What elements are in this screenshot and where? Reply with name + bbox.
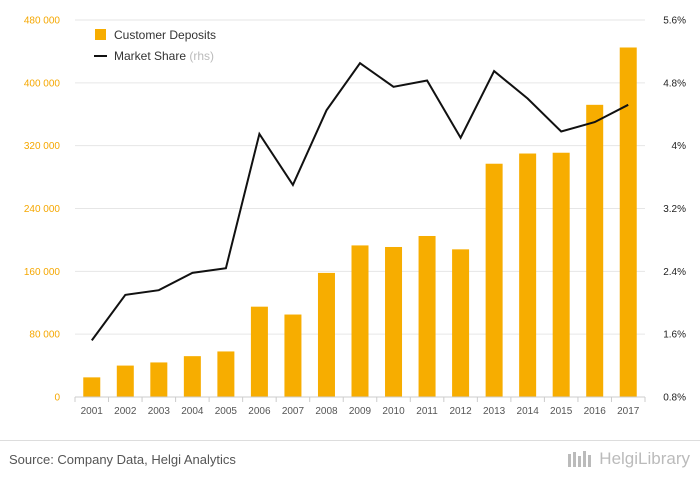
bar (552, 152, 570, 397)
y-right-tick-label: 4% (672, 141, 687, 152)
y-left-tick-label: 0 (54, 393, 60, 404)
x-tick-label: 2006 (248, 406, 271, 417)
x-tick-label: 2001 (81, 406, 104, 417)
bar (485, 163, 503, 397)
y-right-tick-label: 0.8% (663, 393, 686, 404)
y-right-tick-label: 2.4% (663, 267, 686, 278)
brand-logo: HelgiLibrary (567, 449, 690, 469)
y-left-tick-label: 240 000 (24, 204, 61, 215)
y-right-tick-label: 1.6% (663, 330, 686, 341)
y-right-tick-label: 4.8% (663, 78, 686, 89)
x-tick-label: 2009 (349, 406, 372, 417)
bar (519, 153, 537, 397)
x-tick-label: 2003 (148, 406, 171, 417)
legend-label-market-share: Market Share (rhs) (114, 49, 214, 63)
x-tick-label: 2005 (215, 406, 238, 417)
bar-series-customer-deposits (83, 47, 637, 397)
x-tick-label: 2012 (449, 406, 472, 417)
x-tick-label: 2007 (282, 406, 305, 417)
bar (116, 365, 134, 397)
line-series-market-share (90, 61, 629, 341)
footer: Source: Company Data, Helgi Analytics He… (0, 440, 700, 483)
x-tick-label: 2013 (483, 406, 506, 417)
x-tick-label: 2016 (584, 406, 607, 417)
bar (250, 306, 268, 397)
bar (351, 245, 369, 397)
x-tick-label: 2004 (181, 406, 204, 417)
x-tick-label: 2008 (315, 406, 338, 417)
x-tick-label: 2015 (550, 406, 573, 417)
y-left-tick-label: 320 000 (24, 141, 61, 152)
market-share-line (90, 61, 629, 341)
bar (317, 272, 335, 397)
bar (150, 362, 168, 397)
y-left-tick-label: 160 000 (24, 267, 61, 278)
bar (284, 314, 302, 397)
x-tick-label: 2017 (617, 406, 640, 417)
y-axis-left: 0 80 000 160 000 240 000 320 000 400 000 480 0… (24, 16, 61, 404)
bar (83, 377, 101, 397)
bar (586, 104, 604, 397)
gridlines (75, 19, 645, 335)
library-icon (568, 451, 592, 467)
chart: 2001 2002 2003 2004 2005 2006 2007 2008 2009 2010… (24, 16, 686, 418)
bar (217, 351, 235, 397)
bar (418, 235, 436, 397)
bar (183, 356, 201, 397)
x-tick-label: 2002 (114, 406, 137, 417)
x-tick-label: 2011 (416, 406, 438, 417)
y-left-tick-label: 400 000 (24, 78, 61, 89)
y-left-tick-label: 480 000 (24, 16, 61, 27)
x-tick-label: 2010 (382, 406, 405, 417)
x-tick-label: 2014 (517, 406, 540, 417)
legend: Customer Deposits Market Share (rhs) (94, 28, 216, 63)
legend-swatch-customer-deposits (95, 29, 106, 40)
y-left-tick-label: 80 000 (29, 330, 60, 341)
y-axis-right: 0.8% 1.6% 2.4% 3.2% 4% 4.8% 5.6% (663, 16, 686, 404)
y-right-tick-label: 5.6% (663, 16, 686, 27)
bar (452, 249, 470, 397)
x-axis: 2001 2002 2003 2004 2005 2006 2007 2008 2009 2010… (74, 396, 646, 417)
bar (619, 47, 637, 397)
legend-label-customer-deposits: Customer Deposits (114, 28, 216, 42)
legend-rhs-note: (rhs) (189, 49, 214, 63)
brand-name: HelgiLibrary (599, 449, 690, 468)
source-note: Source: Company Data, Helgi Analytics (9, 452, 236, 467)
y-right-tick-label: 3.2% (663, 204, 686, 215)
bar (385, 246, 403, 397)
